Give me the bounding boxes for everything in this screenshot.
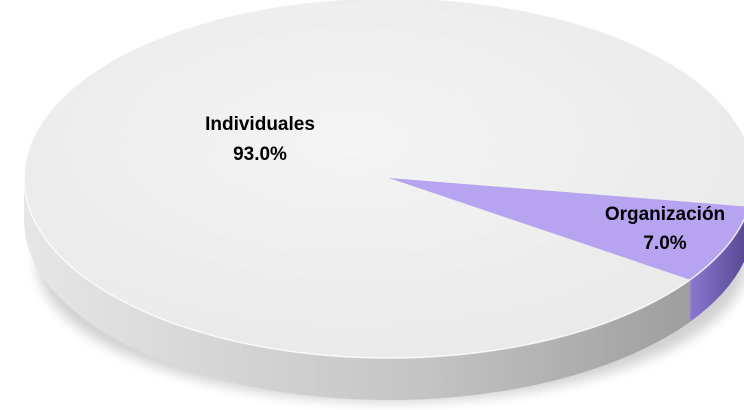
pie-slice-side-organizacion (690, 219, 744, 322)
pie-top-layer (23, 0, 744, 359)
slice-value-individuales: 93.0% (233, 144, 287, 165)
pie-slice-organizacion (389, 178, 744, 280)
pie-slice-side-individuales (24, 178, 691, 400)
slice-value-organizacion: 7.0% (643, 233, 686, 254)
slice-label-individuales: Individuales (205, 114, 315, 135)
pie-rim-highlight (23, 0, 744, 359)
slice-label-organizacion: Organización (605, 204, 725, 225)
pie-label-layer: Individuales 93.0% Organización 7.0% (205, 114, 725, 254)
pie-side-layer (24, 178, 744, 400)
pie-slice-individuales (24, 0, 744, 358)
